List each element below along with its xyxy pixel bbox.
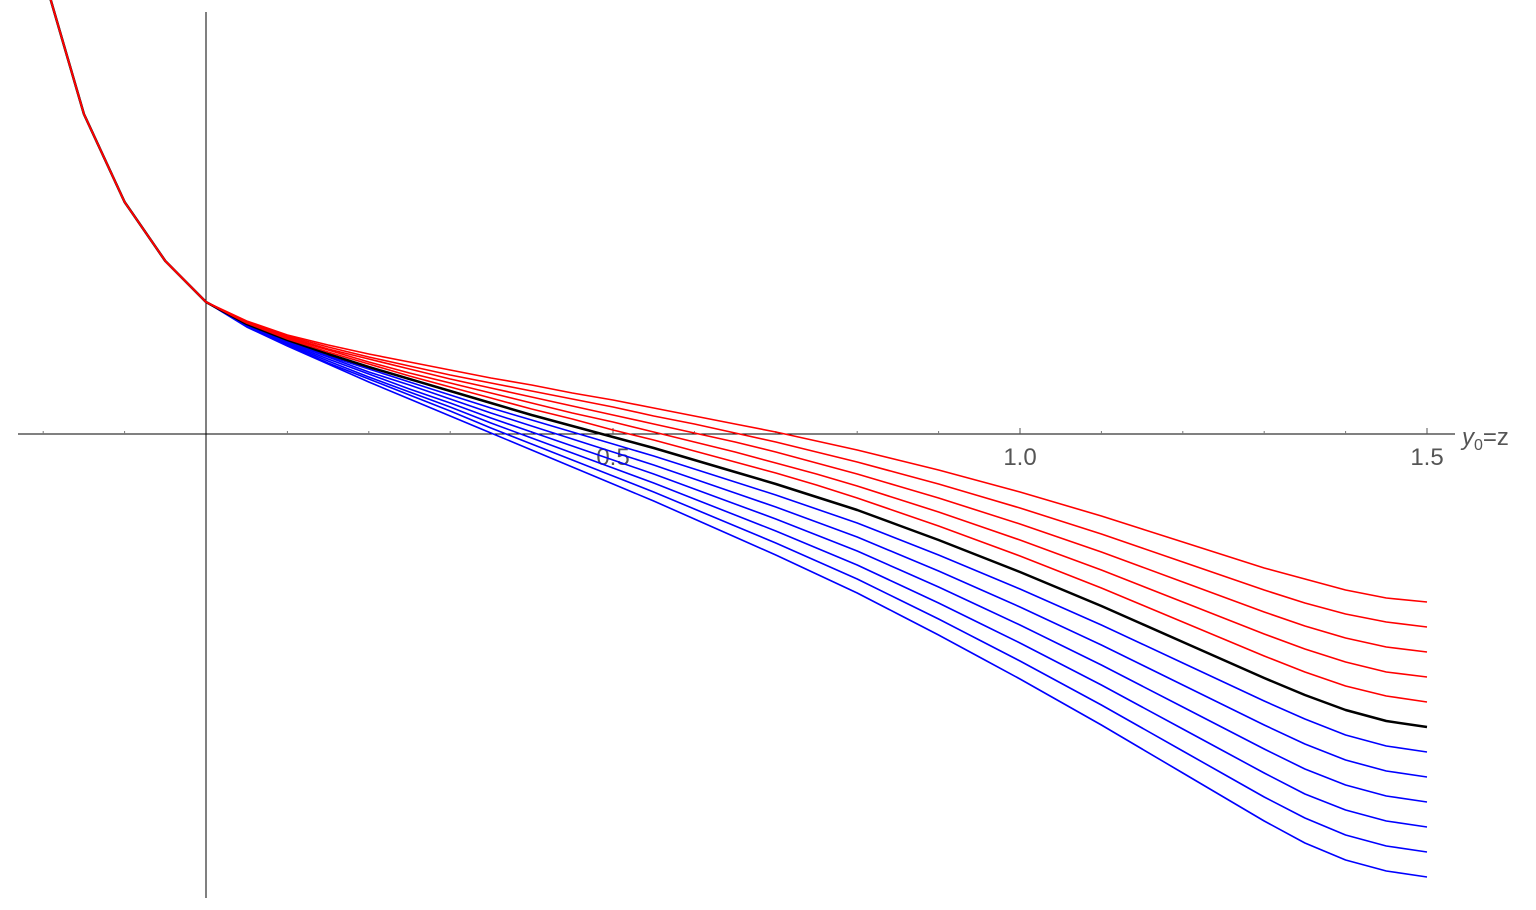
x-major-ticks <box>612 428 1428 434</box>
series-line-3 <box>49 0 1428 678</box>
series-line-4 <box>49 0 1428 703</box>
series-line-10 <box>49 0 1428 853</box>
series-line-0 <box>49 0 1428 603</box>
series-lines <box>49 0 1428 878</box>
series-line-8 <box>49 0 1428 803</box>
x-tick-label: 1.5 <box>1410 444 1443 471</box>
series-line-7 <box>49 0 1428 778</box>
x-tick-label: 1.0 <box>1003 444 1036 471</box>
series-line-5 <box>49 0 1428 729</box>
x-tick-labels: 0.5 1.0 1.5 <box>596 444 1443 471</box>
series-line-1 <box>49 0 1428 628</box>
x-axis-label: y0=z <box>1460 424 1509 454</box>
series-line-6 <box>49 0 1428 753</box>
x-minor-ticks <box>42 431 1347 434</box>
series-line-2 <box>49 0 1428 653</box>
series-line-11 <box>49 0 1428 878</box>
axes: 0.5 1.0 1.5 y0=z <box>18 12 1509 898</box>
